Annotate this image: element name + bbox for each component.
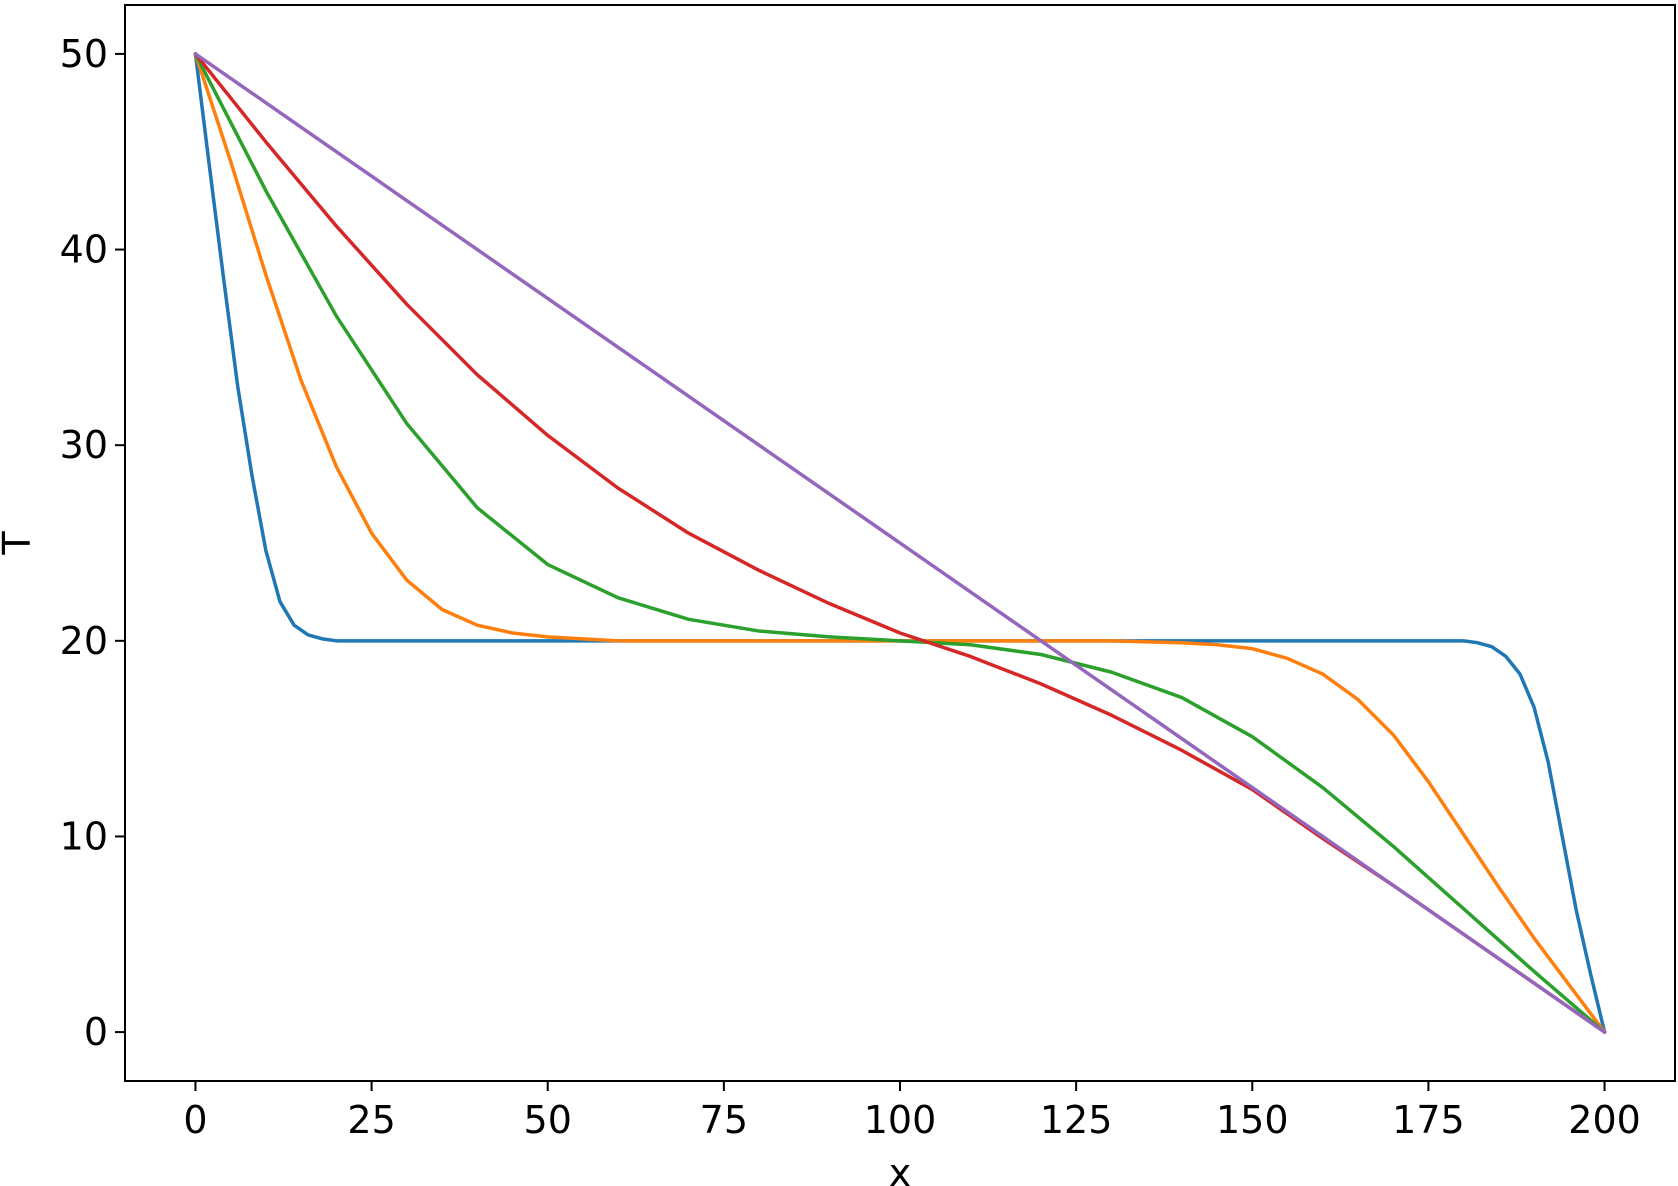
y-ticks: 0 10 20 30 40 50 (60, 32, 125, 1054)
x-tick-label: 25 (347, 1098, 395, 1142)
series-layer (193, 52, 1607, 1034)
y-tick-label: 40 (60, 228, 108, 272)
x-tick-label: 175 (1392, 1098, 1465, 1142)
x-tick-label: 150 (1216, 1098, 1289, 1142)
x-tick-label: 100 (864, 1098, 937, 1142)
y-tick-label: 10 (60, 814, 108, 858)
y-tick-label: 50 (60, 32, 108, 76)
series-line-3 (193, 52, 1607, 1034)
x-tick-label: 75 (700, 1098, 748, 1142)
series-line-5 (193, 52, 1607, 1034)
y-axis-label: T (0, 531, 39, 556)
x-ticks: 0 25 50 75 100 125 150 175 200 (183, 1081, 1641, 1142)
x-tick-label: 0 (183, 1098, 207, 1142)
x-axis-label: x (889, 1151, 912, 1186)
y-tick-label: 30 (60, 423, 108, 467)
x-tick-label: 200 (1568, 1098, 1641, 1142)
y-tick-label: 0 (84, 1010, 108, 1054)
plot-frame (124, 4, 1676, 1082)
x-tick-label: 125 (1040, 1098, 1113, 1142)
x-tick-label: 50 (524, 1098, 572, 1142)
y-tick-label: 20 (60, 619, 108, 663)
